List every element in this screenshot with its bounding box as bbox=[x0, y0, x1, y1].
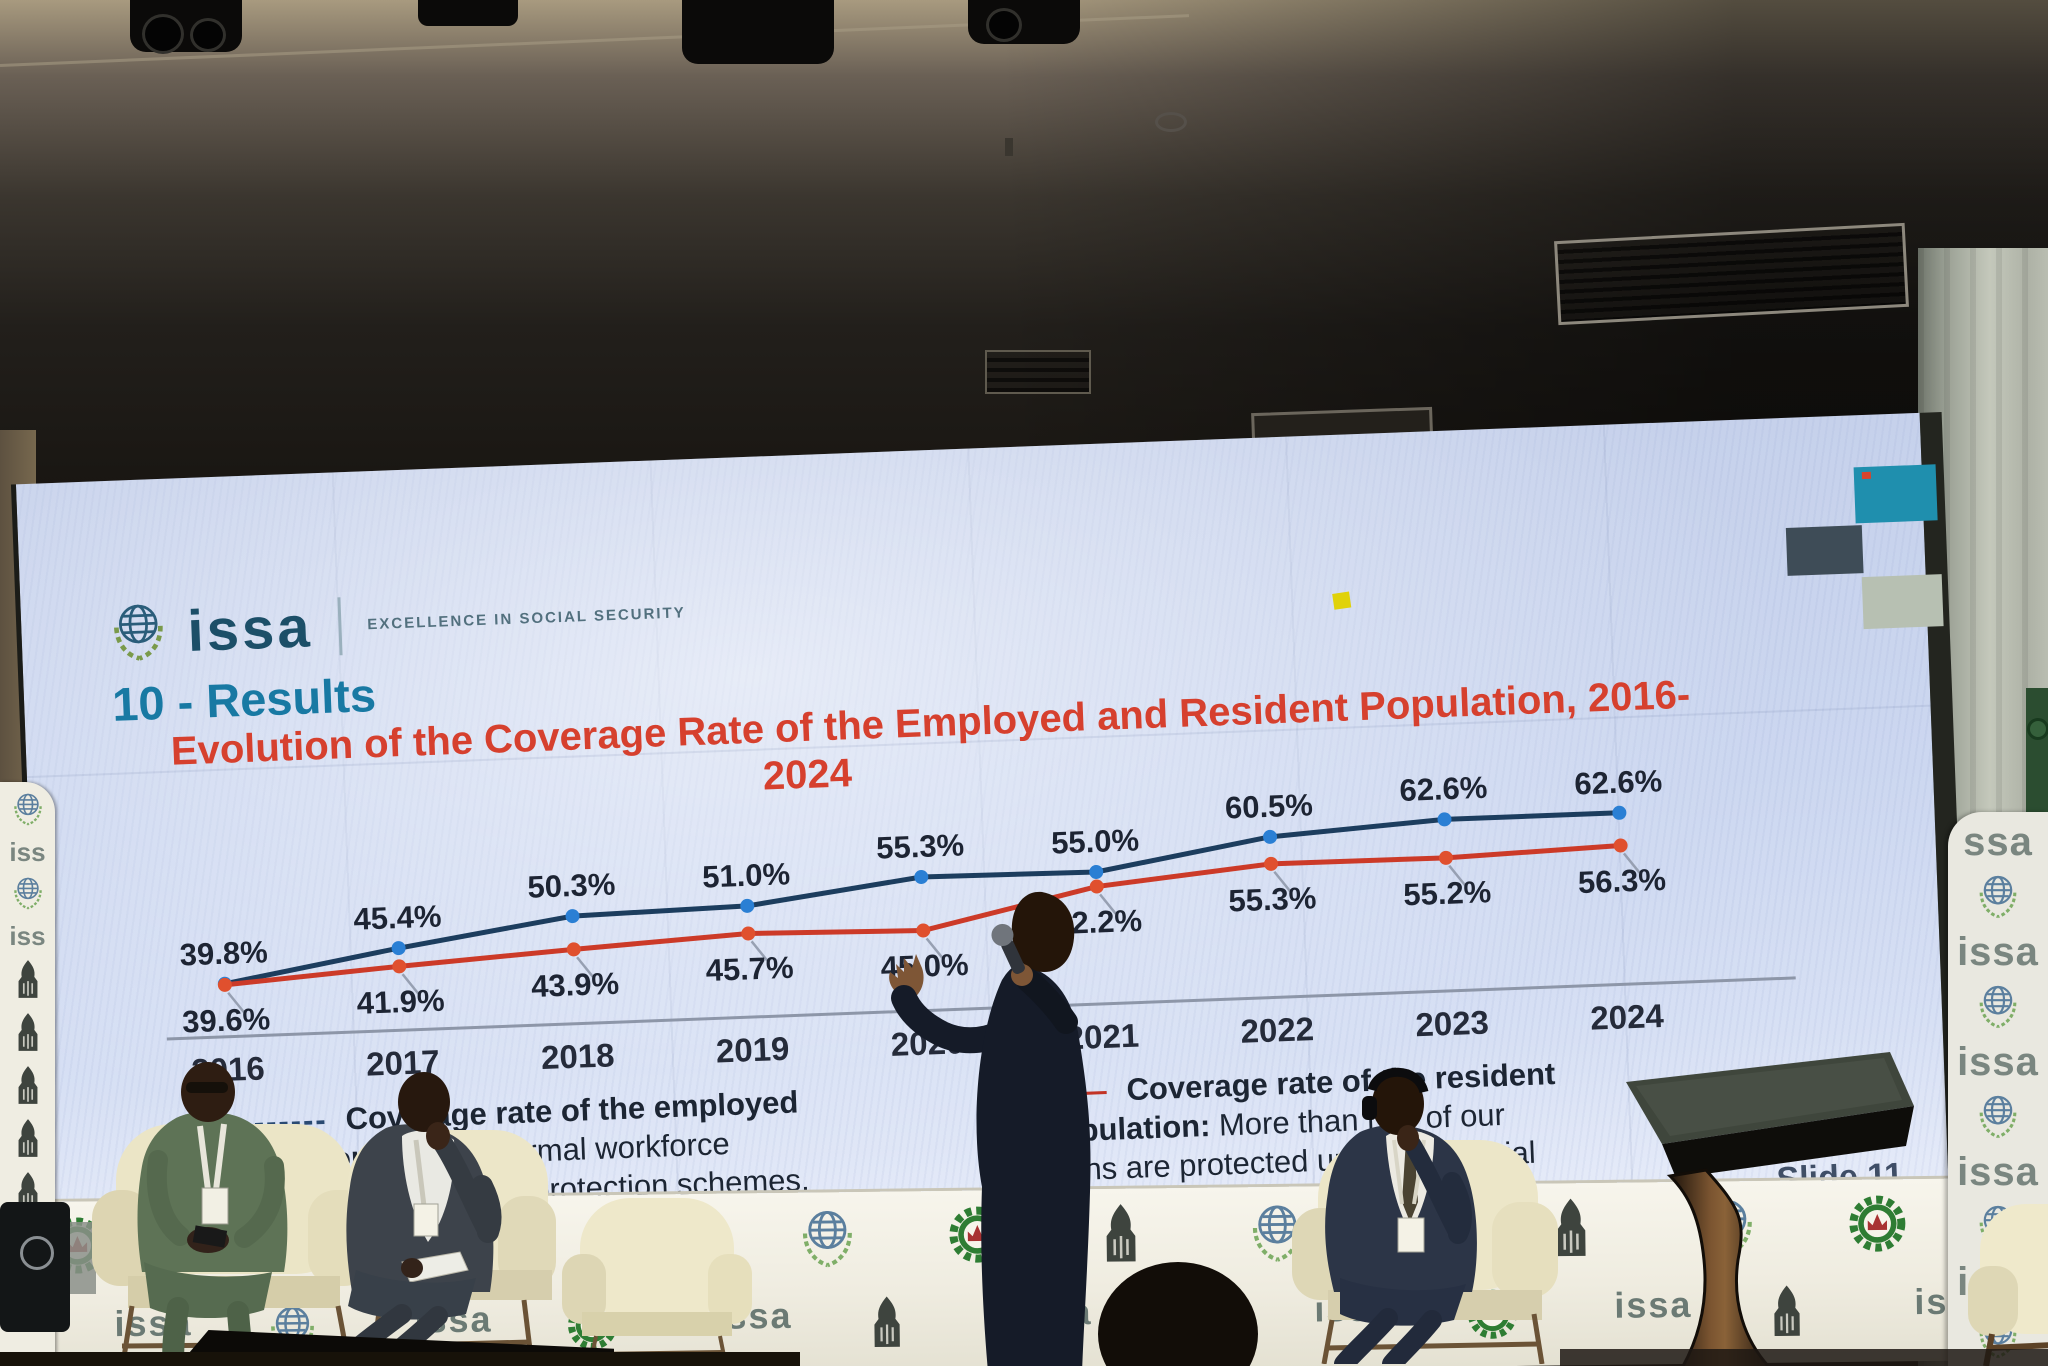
monument-emblem-icon bbox=[1556, 1198, 1586, 1257]
microphone-icon bbox=[991, 923, 1025, 974]
svg-text:60.5%: 60.5% bbox=[1224, 787, 1313, 825]
panelist-navy-suit bbox=[1292, 1067, 1558, 1364]
issa-globe-laurel-icon bbox=[104, 597, 173, 670]
issa-logo: issa EXCELLENCE IN SOCIAL SECURITY bbox=[104, 577, 687, 670]
screen-artifact-teal-square bbox=[1853, 464, 1938, 524]
svg-text:55.3%: 55.3% bbox=[876, 827, 965, 865]
globe-laurel-icon bbox=[1974, 981, 2022, 1034]
svg-text:55.3%: 55.3% bbox=[1228, 880, 1317, 918]
spotlight-lamp bbox=[142, 14, 184, 54]
stage-monitor-panel bbox=[70, 1222, 96, 1294]
svg-text:2023: 2023 bbox=[1415, 1003, 1490, 1043]
svg-text:2018: 2018 bbox=[540, 1036, 615, 1076]
globe-icon bbox=[795, 1204, 860, 1274]
monument-emblem-icon bbox=[874, 1296, 900, 1348]
monument-icon bbox=[1545, 1195, 1597, 1265]
globe-laurel-icon bbox=[1979, 1095, 2017, 1139]
globe-laurel-icon bbox=[10, 790, 46, 831]
monument-emblem-icon bbox=[1106, 1204, 1136, 1262]
logo-divider bbox=[337, 596, 343, 655]
spotlight-lamp bbox=[986, 8, 1022, 42]
svg-text:56.3%: 56.3% bbox=[1577, 862, 1666, 900]
monument-emblem-icon bbox=[18, 1013, 37, 1051]
svg-text:2022: 2022 bbox=[1240, 1010, 1315, 1050]
svg-text:39.6%: 39.6% bbox=[182, 1001, 271, 1039]
globe-laurel-icon bbox=[1974, 871, 2022, 924]
stage-floor bbox=[0, 1352, 800, 1366]
svg-text:51.0%: 51.0% bbox=[702, 856, 791, 894]
stage-monitor bbox=[0, 1202, 70, 1332]
issa-wordmark: ssa bbox=[1963, 820, 2033, 864]
svg-text:39.8%: 39.8% bbox=[179, 934, 268, 972]
empty-chair bbox=[562, 1198, 752, 1366]
presenter-silhouette bbox=[889, 891, 1091, 1366]
issa-wordmark: issa bbox=[1957, 1040, 2039, 1084]
svg-text:2019: 2019 bbox=[715, 1030, 790, 1070]
led-screen: issa EXCELLENCE IN SOCIAL SECURITY 10 - … bbox=[10, 412, 1972, 1270]
globe-laurel-icon bbox=[13, 877, 42, 910]
monument-emblem-icon bbox=[1774, 1285, 1800, 1337]
globe-laurel-icon bbox=[802, 1210, 852, 1268]
panelist-charcoal-suit bbox=[318, 1072, 556, 1366]
svg-text:41.9%: 41.9% bbox=[356, 983, 445, 1021]
svg-text:43.9%: 43.9% bbox=[531, 966, 620, 1004]
svg-text:45.4%: 45.4% bbox=[353, 899, 442, 937]
monument-emblem-icon bbox=[18, 1066, 37, 1104]
monument-icon bbox=[1095, 1201, 1147, 1271]
svg-text:50.3%: 50.3% bbox=[527, 866, 616, 904]
spotlight-lamp bbox=[190, 18, 226, 52]
screen-artifact-red-dot bbox=[1861, 471, 1872, 480]
screen-artifact-yellow-square bbox=[1332, 591, 1352, 610]
monument-emblem-icon bbox=[11, 1011, 45, 1058]
screen-artifact-slate-square bbox=[1785, 525, 1864, 576]
issa-wordmark: issa bbox=[1957, 930, 2039, 974]
monument-icon bbox=[1764, 1282, 1810, 1344]
issa-wordmark: iss bbox=[9, 837, 46, 867]
stage-floor bbox=[1560, 1349, 2048, 1366]
monument-icon bbox=[864, 1293, 910, 1355]
monument-emblem-icon bbox=[18, 960, 37, 998]
ceiling-vent bbox=[985, 350, 1091, 394]
ceiling-ring-detail bbox=[1155, 112, 1187, 132]
globe-laurel-icon bbox=[1979, 875, 2017, 919]
svg-text:2024: 2024 bbox=[1590, 997, 1665, 1037]
speaker-box bbox=[682, 0, 834, 64]
globe-laurel-icon bbox=[1974, 1091, 2022, 1144]
issa-wordmark: issa bbox=[1957, 1150, 2039, 1194]
issa-wordmark: issa bbox=[186, 593, 314, 664]
svg-text:55.2%: 55.2% bbox=[1403, 874, 1492, 912]
ceiling-fixture bbox=[418, 0, 518, 26]
svg-text:62.6%: 62.6% bbox=[1399, 770, 1488, 808]
svg-text:62.6%: 62.6% bbox=[1574, 763, 1663, 801]
globe-laurel-icon bbox=[1979, 985, 2017, 1029]
monument-emblem-icon bbox=[11, 1117, 45, 1164]
monument-emblem-icon bbox=[11, 1064, 45, 1111]
monument-emblem-icon bbox=[11, 958, 45, 1005]
audience-head bbox=[1098, 1262, 1258, 1366]
gear-crown-emblem-icon bbox=[1849, 1195, 1906, 1252]
issa-wordmark: iss bbox=[9, 921, 46, 951]
issa-tagline: EXCELLENCE IN SOCIAL SECURITY bbox=[367, 604, 687, 634]
svg-text:55.0%: 55.0% bbox=[1051, 822, 1140, 860]
presenter-head bbox=[1011, 891, 1075, 972]
coverage-rate-line-chart: 2016 2017 2018 2019 2020 2021 2022 2023 202439.8… bbox=[166, 763, 1796, 1089]
empty-chair-right bbox=[1968, 1204, 2048, 1366]
svg-text:45.7%: 45.7% bbox=[705, 950, 794, 988]
monument-emblem-icon bbox=[18, 1119, 37, 1157]
globe-laurel-icon bbox=[10, 874, 46, 915]
podium bbox=[1626, 1052, 1914, 1366]
ceiling-detail bbox=[1005, 138, 1013, 156]
globe-laurel-icon bbox=[13, 793, 42, 826]
green-logo-dot bbox=[2027, 718, 2048, 740]
gear-icon bbox=[1845, 1191, 1910, 1261]
screen-artifact-sage-square bbox=[1861, 574, 1944, 630]
ceiling-fixture bbox=[968, 0, 1080, 44]
